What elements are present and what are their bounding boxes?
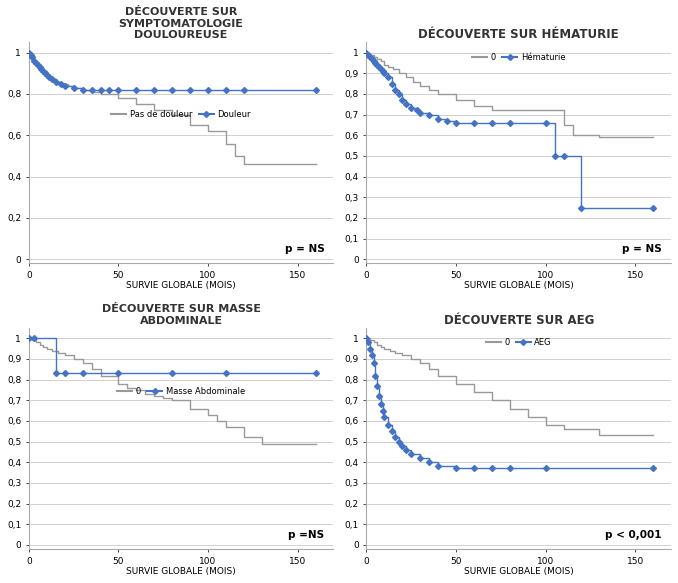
Title: DÉCOUVERTE SUR
SYMPTOMATOLOGIE
DOULOUREUSE: DÉCOUVERTE SUR SYMPTOMATOLOGIE DOULOUREU…	[119, 7, 243, 40]
Legend: Pas de douleur, Douleur: Pas de douleur, Douleur	[110, 108, 252, 121]
X-axis label: SURVIE GLOBALE (MOIS): SURVIE GLOBALE (MOIS)	[464, 282, 574, 290]
Text: p =NS: p =NS	[288, 530, 324, 540]
Title: DÉCOUVERTE SUR HÉMATURIE: DÉCOUVERTE SUR HÉMATURIE	[418, 28, 619, 41]
Text: p = NS: p = NS	[285, 244, 324, 255]
Title: DÉCOUVERTE SUR MASSE
ABDOMINALE: DÉCOUVERTE SUR MASSE ABDOMINALE	[102, 304, 260, 326]
Title: DÉCOUVERTE SUR AEG: DÉCOUVERTE SUR AEG	[443, 314, 594, 327]
Text: p = NS: p = NS	[622, 244, 662, 255]
Legend: 0, Hématurie: 0, Hématurie	[471, 51, 567, 63]
X-axis label: SURVIE GLOBALE (MOIS): SURVIE GLOBALE (MOIS)	[126, 567, 236, 576]
Legend: 0, Masse Abdominale: 0, Masse Abdominale	[115, 385, 247, 398]
Text: p < 0,001: p < 0,001	[605, 530, 662, 540]
X-axis label: SURVIE GLOBALE (MOIS): SURVIE GLOBALE (MOIS)	[126, 282, 236, 290]
X-axis label: SURVIE GLOBALE (MOIS): SURVIE GLOBALE (MOIS)	[464, 567, 574, 576]
Legend: 0, AEG: 0, AEG	[484, 336, 553, 349]
